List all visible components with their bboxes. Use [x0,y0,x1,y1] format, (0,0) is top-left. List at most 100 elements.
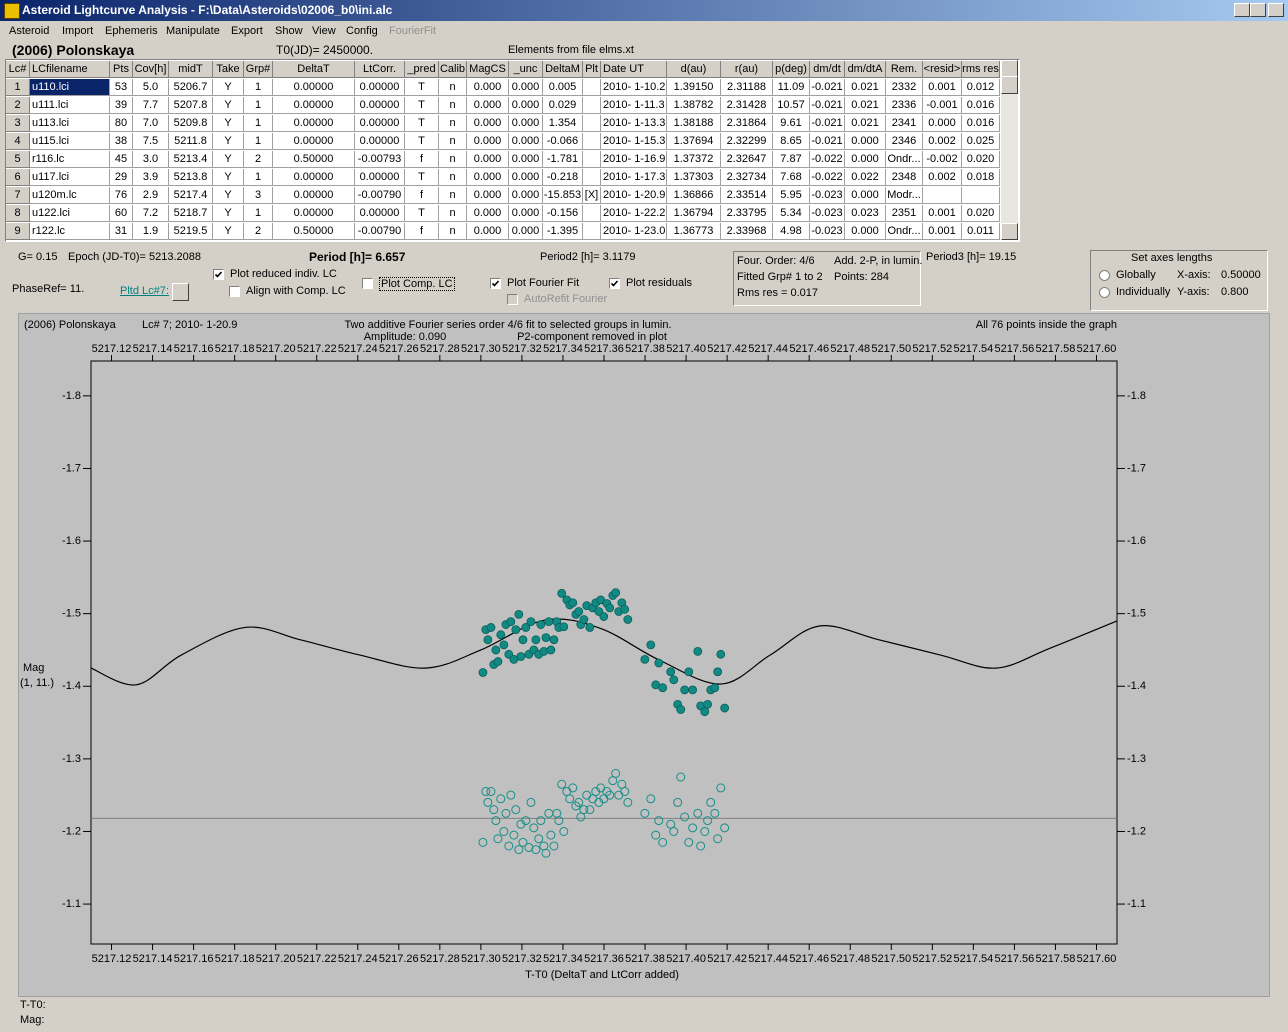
yaxis-value[interactable]: 0.800 [1221,286,1249,298]
column-header[interactable]: Plt [583,61,601,78]
table-cell[interactable]: 0.021 [845,97,886,114]
xaxis-value[interactable]: 0.50000 [1221,269,1261,281]
column-header[interactable]: _pred [405,61,439,78]
table-cell[interactable]: 1.37694 [667,133,721,150]
table-cell[interactable] [583,97,601,114]
table-cell[interactable]: 2341 [886,115,923,132]
table-cell[interactable]: T [405,169,439,186]
menu-item[interactable]: Config [346,25,378,37]
table-cell[interactable]: Y [213,223,244,240]
pltd-link[interactable]: Pltd Lc#7: [120,285,169,297]
table-cell[interactable]: 29 [110,169,133,186]
column-header[interactable]: LCfilename [30,61,110,78]
table-cell[interactable]: 0.000 [845,187,886,204]
table-cell[interactable]: 0.016 [962,115,1000,132]
table-cell[interactable]: 0.50000 [273,151,355,168]
table-cell[interactable] [583,151,601,168]
table-cell[interactable]: Y [213,133,244,150]
column-header[interactable]: dm/dtA [845,61,886,78]
table-cell[interactable]: Ondr... [886,223,923,240]
table-cell[interactable]: 0.000 [509,79,543,96]
table-cell[interactable]: -0.021 [810,115,845,132]
column-header[interactable]: DeltaM [543,61,583,78]
table-cell[interactable]: 0.001 [923,205,962,222]
table-cell[interactable]: 0.000 [467,133,509,150]
table-cell[interactable]: 0.029 [543,97,583,114]
table-cell[interactable]: 7.0 [133,115,169,132]
table-cell[interactable]: 2.33514 [721,187,773,204]
table-cell[interactable]: 0.011 [962,223,1000,240]
table-cell[interactable]: 5219.5 [169,223,213,240]
table-cell[interactable]: Ondr... [886,151,923,168]
minimize-button[interactable] [1234,3,1250,17]
table-cell[interactable]: T [405,133,439,150]
table-cell[interactable]: f [405,223,439,240]
menu-item[interactable]: Import [62,25,94,37]
column-header[interactable]: <resid> [923,61,962,78]
table-cell[interactable]: n [439,205,467,222]
table-cell[interactable] [583,169,601,186]
table-cell[interactable]: [X] [583,187,601,204]
table-cell[interactable]: 2346 [886,133,923,150]
table-cell[interactable]: -0.218 [543,169,583,186]
table-cell[interactable]: 0.005 [543,79,583,96]
table-cell[interactable]: 2.32647 [721,151,773,168]
checkbox[interactable] [213,269,224,280]
column-header[interactable]: rms res [962,61,1000,78]
table-cell[interactable]: 0.001 [923,223,962,240]
checkbox[interactable] [507,294,518,305]
table-cell[interactable]: Y [213,79,244,96]
row-header[interactable]: 5 [6,151,30,168]
table-cell[interactable]: Y [213,151,244,168]
table-cell[interactable]: 7.68 [773,169,810,186]
menu-item[interactable]: Export [231,25,263,37]
table-cell[interactable]: 0.00000 [355,133,405,150]
table-cell[interactable]: 2.9 [133,187,169,204]
table-cell[interactable]: 0.000 [467,223,509,240]
table-cell[interactable] [923,187,962,204]
table-cell[interactable]: -0.023 [810,205,845,222]
table-cell[interactable]: 2.33795 [721,205,773,222]
row-header[interactable]: 7 [6,187,30,204]
table-cell[interactable]: 1.36866 [667,187,721,204]
table-cell[interactable] [583,205,601,222]
menu-item[interactable]: Asteroid [9,25,50,37]
table-cell[interactable]: 2010- 1-13.3 [601,115,667,132]
table-cell[interactable]: 0.000 [467,187,509,204]
table-cell[interactable]: Modr... [886,187,923,204]
scroll-down[interactable] [1001,223,1018,240]
menu-item[interactable]: Ephemeris [105,25,158,37]
table-cell[interactable]: 2010- 1-20.9 [601,187,667,204]
table-cell[interactable]: -0.021 [810,133,845,150]
row-header[interactable]: 8 [6,205,30,222]
table-cell[interactable]: -0.022 [810,169,845,186]
table-cell[interactable]: 31 [110,223,133,240]
column-header[interactable]: Pts [110,61,133,78]
table-cell[interactable]: -0.002 [923,151,962,168]
table-cell[interactable]: 1.37372 [667,151,721,168]
table-cell[interactable]: 2010- 1-23.0 [601,223,667,240]
menu-item[interactable]: Show [275,25,303,37]
table-cell[interactable]: 0.000 [467,115,509,132]
radio-individually[interactable] [1099,287,1110,298]
table-cell[interactable]: 0.020 [962,205,1000,222]
table-cell[interactable]: 0.000 [509,133,543,150]
column-header[interactable]: p(deg) [773,61,810,78]
scroll-thumb[interactable] [1001,76,1018,94]
table-cell[interactable]: 0.000 [467,151,509,168]
table-cell[interactable]: 0.00000 [355,115,405,132]
table-cell[interactable]: 2010- 1-15.3 [601,133,667,150]
table-cell[interactable]: 0.000 [509,151,543,168]
table-cell[interactable]: 0.000 [845,133,886,150]
table-cell[interactable]: 1 [244,205,273,222]
table-cell[interactable]: 2348 [886,169,923,186]
column-header[interactable]: Grp# [244,61,273,78]
radio-globally[interactable] [1099,270,1110,281]
table-cell[interactable]: 39 [110,97,133,114]
table-cell[interactable]: 0.000 [467,169,509,186]
column-header[interactable]: LtCorr. [355,61,405,78]
table-cell[interactable]: 38 [110,133,133,150]
table-cell[interactable]: 5.95 [773,187,810,204]
table-cell[interactable]: 5211.8 [169,133,213,150]
row-header[interactable]: 1 [6,79,30,96]
